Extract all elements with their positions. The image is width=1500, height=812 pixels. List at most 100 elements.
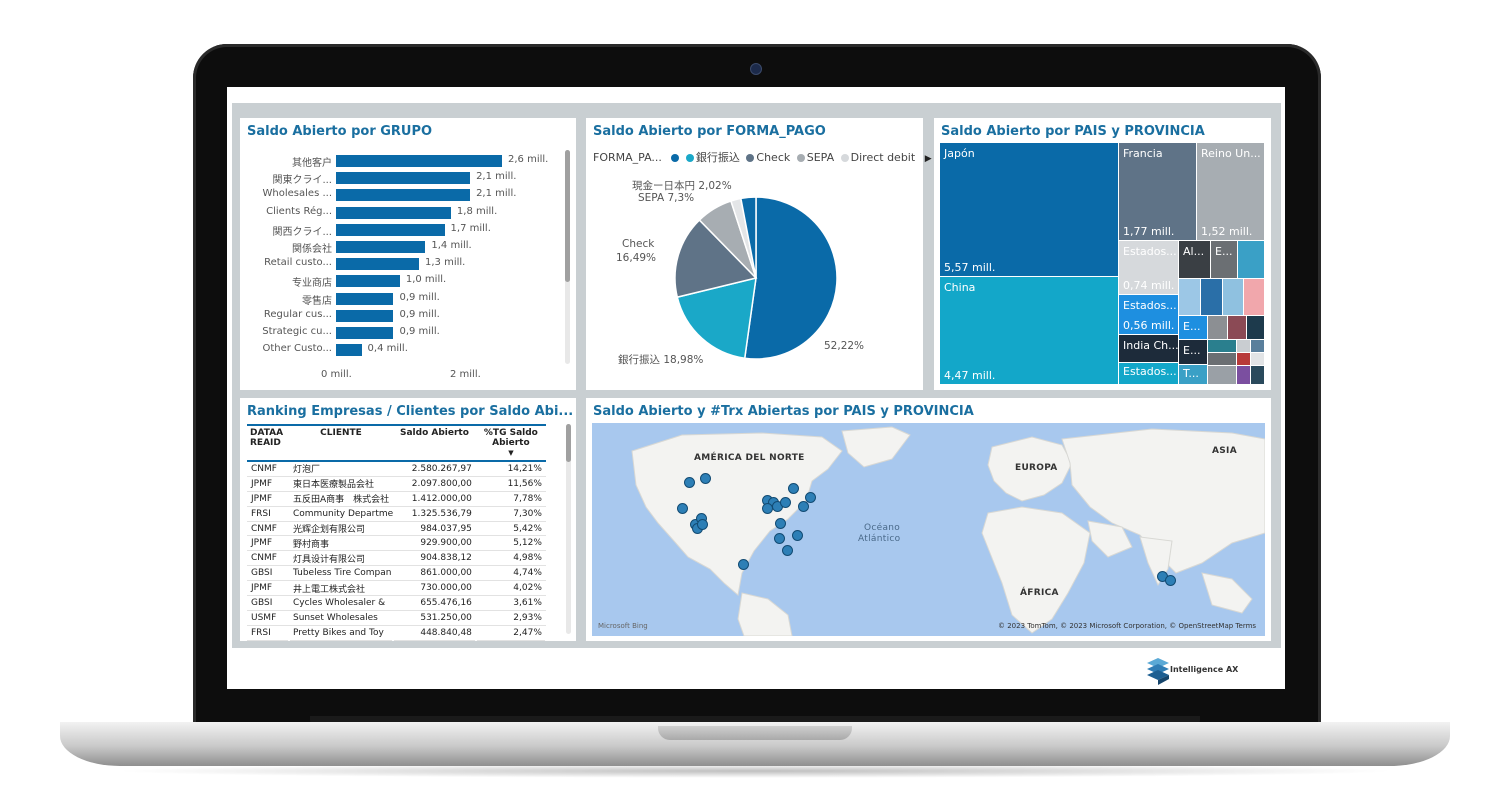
map-bubble[interactable]: [792, 530, 803, 541]
table-row[interactable]: FRSI Community Department 1.325.536,79 7,30…: [247, 506, 546, 522]
legend-next-icon[interactable]: ▶: [924, 154, 932, 164]
treemap-tile-estados-1[interactable]: Estados... 0,74 mill.: [1119, 241, 1178, 294]
treemap-tile[interactable]: [1228, 316, 1246, 339]
pie-slice[interactable]: [743, 196, 838, 360]
table-row[interactable]: JPMF 野村商事 929.900,00 5,12%: [247, 535, 546, 552]
bar[interactable]: [336, 327, 394, 339]
table-cell: 1.325.536,79: [393, 506, 476, 522]
column-header-sorted[interactable]: %TG Saldo Abierto ▼: [475, 424, 546, 462]
column-header[interactable]: Saldo Abierto: [393, 424, 476, 462]
treemap-tile[interactable]: [1244, 279, 1264, 315]
bar[interactable]: [336, 275, 400, 288]
treemap-tile-china[interactable]: China 4,47 mill.: [940, 277, 1118, 384]
treemap-tile[interactable]: [1238, 241, 1264, 278]
bar[interactable]: [336, 189, 471, 202]
treemap-tile-e2[interactable]: E...: [1179, 316, 1207, 339]
treemap-tile-e1[interactable]: E...: [1211, 241, 1237, 278]
map-bubble[interactable]: [677, 503, 688, 514]
treemap-tile-estados-2[interactable]: Estados... 0,56 mill.: [1119, 295, 1178, 334]
table-row[interactable]: JPMF 東日本医療製品会社 2.097.800,00 11,56%: [247, 476, 546, 492]
treemap-tile-t[interactable]: T...: [1179, 365, 1207, 384]
treemap-tile[interactable]: [1223, 279, 1243, 315]
treemap-tile[interactable]: [1208, 353, 1236, 365]
table-cell: 655.476,16: [393, 595, 476, 611]
pie-slice[interactable]: [676, 277, 757, 360]
column-header[interactable]: CLIENTE: [289, 424, 393, 462]
map-bubble[interactable]: [762, 503, 773, 514]
scrollbar-thumb[interactable]: [565, 150, 570, 282]
table-row[interactable]: CNMF 灯具设计有限公司 904.838,12 4,98%: [247, 550, 546, 567]
table-row[interactable]: CNMF 光辉企划有限公司 984.037,95 5,42%: [247, 521, 546, 537]
treemap-tile[interactable]: [1208, 316, 1227, 339]
map-bubble[interactable]: [700, 473, 711, 484]
bar[interactable]: [336, 241, 426, 253]
treemap-tile-india[interactable]: India Ch...: [1119, 335, 1178, 362]
treemap-tile[interactable]: [1251, 366, 1264, 384]
scrollbar[interactable]: [566, 424, 571, 634]
map-bubble[interactable]: [774, 533, 785, 544]
treemap-tile-reino[interactable]: Reino Un... 1,52 mill.: [1197, 143, 1264, 240]
table-row[interactable]: CNMF 灯泡厂 2.580.267,97 14,21%: [247, 461, 546, 477]
bar[interactable]: [336, 258, 419, 271]
bar[interactable]: [336, 206, 451, 219]
map-bubble[interactable]: [782, 545, 793, 556]
pie-slice[interactable]: [739, 196, 757, 279]
legend-item[interactable]: Direct debit: [850, 151, 916, 164]
treemap-tile[interactable]: [1237, 353, 1250, 365]
table-row[interactable]: GBSI Cycles Wholesaler & 655.476,16 3,61%: [247, 595, 546, 611]
map-bubble[interactable]: [738, 559, 749, 570]
table-cell: 東日本医療製品会社: [289, 476, 393, 492]
map-bubble[interactable]: [788, 483, 799, 494]
map-bubble[interactable]: [775, 518, 786, 529]
map-bubble[interactable]: [805, 492, 816, 503]
map-bubble[interactable]: [798, 501, 809, 512]
treemap-tile[interactable]: [1251, 340, 1264, 352]
table-row[interactable]: GBSI Tubeless Tire Compan 861.000,00 4,74%: [247, 565, 546, 582]
treemap-tile[interactable]: [1247, 316, 1264, 339]
treemap-tile[interactable]: [1237, 340, 1250, 352]
table-cell: 4,74%: [475, 565, 546, 582]
treemap-tile-e3[interactable]: E...: [1179, 340, 1207, 364]
bar[interactable]: [336, 172, 471, 185]
treemap-tile-al[interactable]: Al...: [1179, 241, 1210, 278]
treemap-tile[interactable]: [1237, 366, 1250, 384]
map-bubble[interactable]: [780, 497, 791, 508]
table-row[interactable]: USMF Sunset Wholesales 531.250,00 2,93%: [247, 610, 546, 626]
scrollbar[interactable]: [565, 150, 570, 364]
panel-saldo-forma-pago[interactable]: Saldo Abierto por FORMA_PAGO FORMA_PA...…: [586, 118, 932, 390]
panel-ranking[interactable]: Ranking Empresas / Clientes por Saldo Ab…: [240, 398, 576, 641]
table-row[interactable]: FRSI Pretty Bikes and Toy 448.840,48 2,47%: [247, 625, 546, 641]
legend-item[interactable]: SEPA: [806, 151, 835, 164]
treemap-tile[interactable]: [1208, 366, 1236, 384]
treemap-tile-francia[interactable]: Francia 1,77 mill.: [1119, 143, 1196, 240]
panel-saldo-grupo[interactable]: Saldo Abierto por GRUPO 其他客户 2,6 mill. 関東ク…: [240, 118, 576, 390]
treemap-tile[interactable]: [1251, 353, 1264, 365]
map-bubble[interactable]: [697, 519, 708, 530]
legend-item[interactable]: 銀行振込: [695, 151, 740, 164]
pie-slice[interactable]: [674, 218, 758, 299]
scrollbar-thumb[interactable]: [566, 424, 571, 462]
bar-value-label: 0,9 mill.: [399, 291, 440, 303]
panel-saldo-pais[interactable]: Saldo Abierto por PAIS y PROVINCIA Japón…: [934, 118, 1271, 390]
bar[interactable]: [336, 309, 394, 322]
column-header[interactable]: DATAA REAID: [247, 424, 289, 462]
bar[interactable]: [336, 155, 502, 167]
map-bubble[interactable]: [684, 477, 695, 488]
table-row[interactable]: JPMF 井上電工株式会社 730.000,00 4,02%: [247, 580, 546, 597]
panel-mapa[interactable]: Saldo Abierto y #Trx Abiertas por PAIS y…: [586, 398, 1271, 641]
table-row[interactable]: JPMF 五反田A商事 株式会社 1.412.000,00 7,78%: [247, 491, 546, 507]
legend-item[interactable]: Check: [756, 151, 791, 164]
treemap-tile[interactable]: [1208, 340, 1236, 352]
map-bubble[interactable]: [1165, 575, 1176, 586]
treemap-tile-japon[interactable]: Japón 5,57 mill.: [940, 143, 1118, 276]
treemap-tile[interactable]: [1179, 279, 1200, 315]
bar[interactable]: [336, 223, 445, 236]
treemap-tile[interactable]: [1201, 279, 1222, 315]
ranking-table: DATAA REAID CLIENTE Saldo Abierto %TG Sa…: [247, 424, 547, 641]
bar[interactable]: [336, 292, 394, 305]
bar[interactable]: [336, 344, 362, 357]
map-attribution[interactable]: © 2023 TomTom, © 2023 Microsoft Corporat…: [998, 622, 1257, 630]
treemap-tile-estados-3[interactable]: Estados...: [1119, 363, 1178, 384]
world-map[interactable]: AMÉRICA DEL NORTE EUROPA ASIA Océano Atl…: [592, 423, 1265, 636]
table-cell: 灯泡厂: [289, 461, 393, 477]
